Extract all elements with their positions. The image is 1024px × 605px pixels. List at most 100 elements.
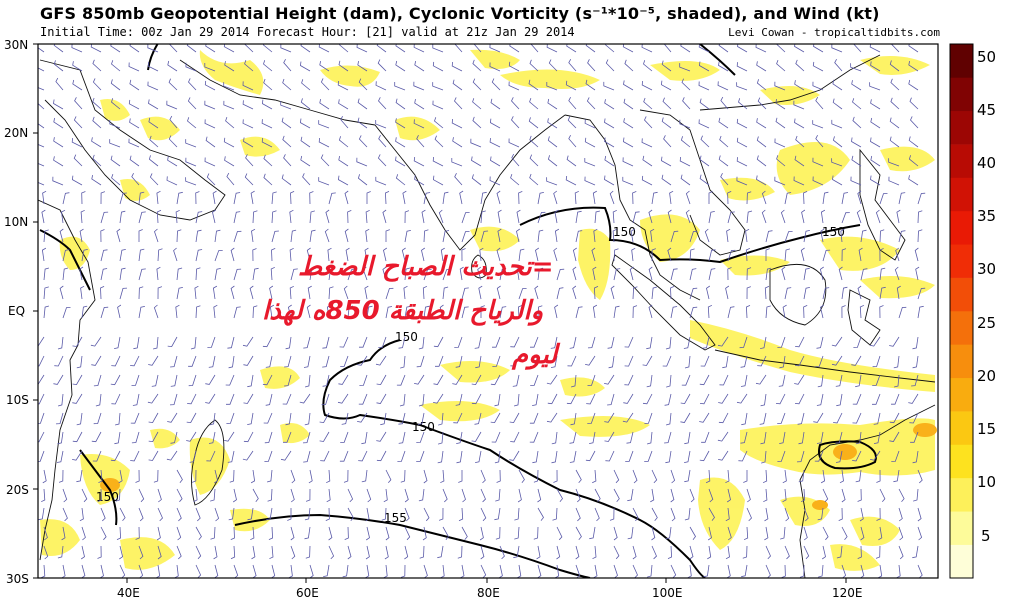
wind-barb xyxy=(90,336,102,347)
wind-barb xyxy=(225,116,235,129)
wind-barb xyxy=(765,267,772,281)
wind-barb xyxy=(689,248,695,262)
wind-barb xyxy=(775,393,786,405)
wind-barb xyxy=(852,412,862,424)
wind-barb xyxy=(491,431,501,443)
wind-barb xyxy=(422,285,428,300)
wind-barb xyxy=(613,545,620,560)
vorticity-shading xyxy=(40,49,935,571)
wind-barb xyxy=(111,393,121,405)
wind-barb xyxy=(365,228,370,243)
wind-barb xyxy=(280,450,292,461)
wind-barb xyxy=(765,248,770,261)
wind-barb xyxy=(376,393,387,404)
wind-barb xyxy=(480,507,487,522)
wind-barb xyxy=(708,249,716,262)
wind-barb xyxy=(437,431,444,445)
wind-barb xyxy=(908,136,919,148)
wind-barb xyxy=(91,355,102,366)
wind-barb xyxy=(535,247,540,262)
wind-barb xyxy=(489,62,501,72)
wind-barb xyxy=(347,210,352,224)
colorbar xyxy=(949,43,974,579)
wind-barb xyxy=(765,305,771,319)
wind-barb xyxy=(176,507,182,522)
wind-barb xyxy=(870,137,881,148)
wind-barb xyxy=(498,564,503,578)
wind-barb xyxy=(376,374,387,386)
wind-barb xyxy=(622,176,634,186)
wind-barb xyxy=(73,116,83,129)
wind-barb xyxy=(670,268,678,281)
wind-barb xyxy=(138,248,145,262)
wind-barb xyxy=(341,412,349,425)
wind-barb xyxy=(604,374,615,385)
wind-barb xyxy=(647,564,653,578)
wind-barb xyxy=(290,229,297,243)
wind-barb xyxy=(745,228,750,243)
wind-barb xyxy=(170,431,178,444)
wind-barb xyxy=(306,304,311,319)
wind-barb xyxy=(38,336,45,347)
wind-barb xyxy=(262,374,273,386)
wind-barb xyxy=(575,230,583,243)
wind-barb xyxy=(858,247,863,262)
wind-barb xyxy=(71,138,83,148)
overlay-text-line-1: =تحديث الصباح الضغط xyxy=(298,252,554,282)
wind-barb xyxy=(208,431,216,444)
wind-barb xyxy=(584,158,596,167)
wind-barb xyxy=(175,209,180,224)
lat-label: 10S xyxy=(6,393,29,407)
wind-barb xyxy=(325,209,330,224)
overlay-text-line-2: والرياح الطبقة 850ه لهذا xyxy=(262,296,544,326)
wind-barb xyxy=(252,305,258,319)
wind-barb xyxy=(699,393,710,405)
wind-barb xyxy=(119,564,126,578)
wind-barb xyxy=(323,564,330,577)
wind-barb xyxy=(418,488,425,502)
wind-barb xyxy=(421,247,426,262)
wind-barb xyxy=(224,156,235,167)
wind-barb xyxy=(452,374,463,385)
wind-barb xyxy=(587,412,596,424)
wind-barb xyxy=(670,488,675,503)
wind-barb xyxy=(537,229,544,243)
wind-barb xyxy=(537,507,544,521)
wind-barb xyxy=(308,469,313,484)
wind-barb xyxy=(114,336,121,349)
wind-barb xyxy=(700,135,710,148)
wind-barb xyxy=(432,156,444,167)
wind-barb xyxy=(187,117,197,129)
wind-barb xyxy=(148,99,159,110)
wind-barb xyxy=(841,248,847,262)
colorbar-swatch xyxy=(950,411,973,445)
wind-barb xyxy=(869,336,881,347)
wind-barb xyxy=(242,119,254,129)
wind-barb xyxy=(269,285,274,300)
wind-barb xyxy=(765,545,771,560)
wind-barb xyxy=(831,158,843,167)
wind-barb xyxy=(870,61,881,72)
wind-barb xyxy=(261,99,273,110)
wind-barb xyxy=(876,507,881,521)
wind-barb xyxy=(423,229,429,243)
wind-barb xyxy=(471,431,482,442)
wind-barb xyxy=(719,374,729,386)
wind-barb xyxy=(322,374,330,387)
wind-barb xyxy=(689,230,698,243)
wind-barb xyxy=(226,393,235,405)
wind-barb xyxy=(726,488,731,503)
colorbar-swatch xyxy=(950,277,973,312)
wind-barb xyxy=(309,210,315,224)
wind-barb xyxy=(478,285,483,300)
colorbar-label: 40 xyxy=(977,154,996,172)
wind-barb xyxy=(774,138,786,148)
wind-barb xyxy=(895,247,900,262)
wind-barb xyxy=(509,450,520,461)
wind-barb xyxy=(109,120,121,129)
wind-barb xyxy=(148,155,159,167)
wind-barb xyxy=(776,59,786,72)
wind-barb xyxy=(648,266,653,281)
wind-barb xyxy=(912,545,919,559)
wind-barb xyxy=(356,44,368,53)
